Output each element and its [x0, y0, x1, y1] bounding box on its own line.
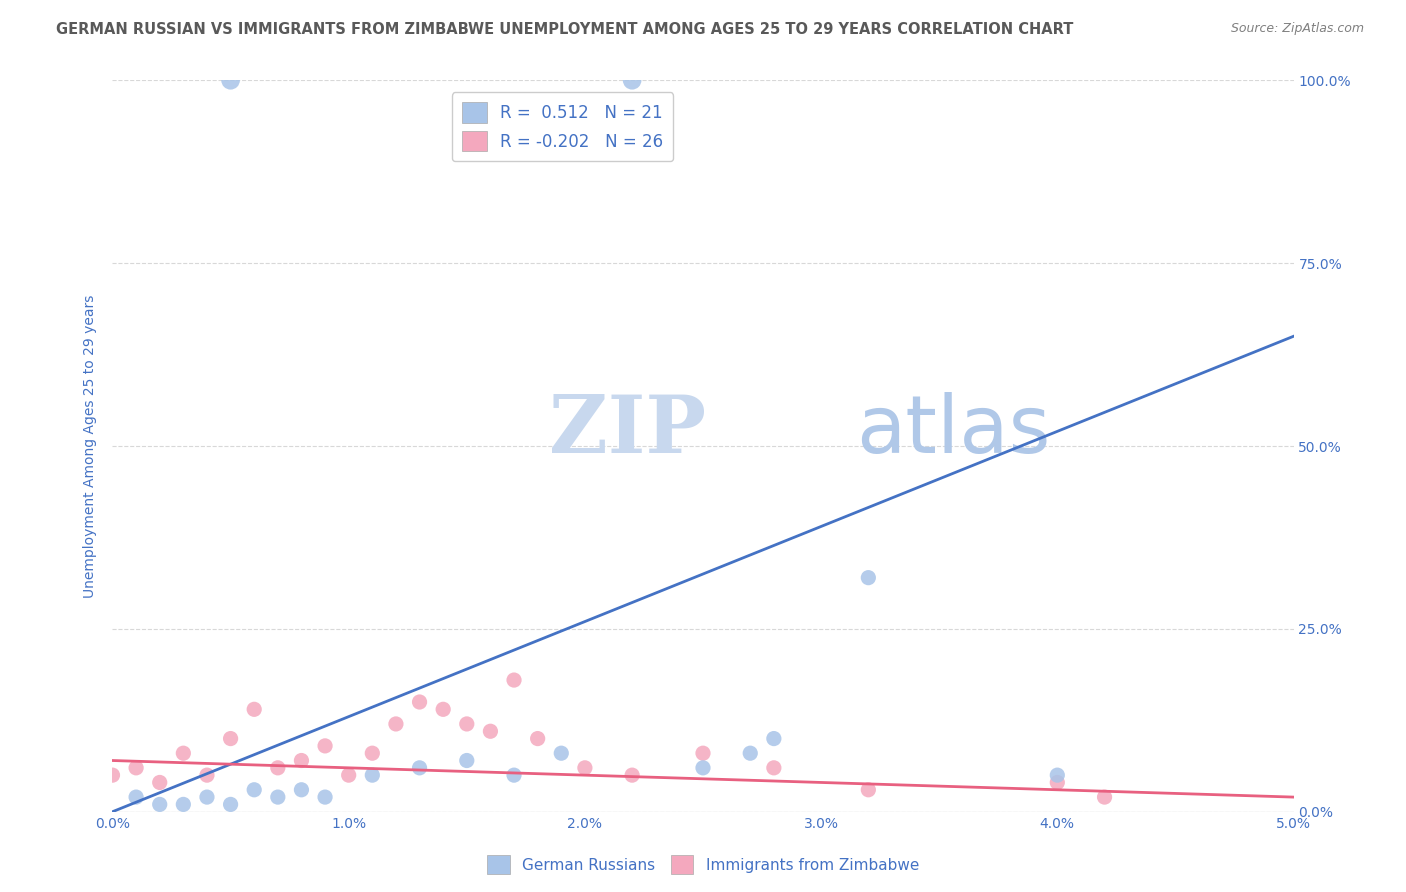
Point	[858, 782, 880, 797]
Point	[361, 746, 384, 760]
Point	[149, 775, 172, 789]
Point	[574, 761, 596, 775]
Point	[432, 702, 454, 716]
Point	[503, 673, 526, 687]
Point	[503, 768, 526, 782]
Point	[149, 797, 172, 812]
Point	[692, 746, 714, 760]
Point	[762, 731, 785, 746]
Point	[1094, 790, 1116, 805]
Point	[858, 571, 880, 585]
Point	[172, 746, 194, 760]
Text: GERMAN RUSSIAN VS IMMIGRANTS FROM ZIMBABWE UNEMPLOYMENT AMONG AGES 25 TO 29 YEAR: GERMAN RUSSIAN VS IMMIGRANTS FROM ZIMBAB…	[56, 22, 1074, 37]
Point	[125, 761, 148, 775]
Point	[219, 797, 242, 812]
Point	[1046, 775, 1069, 789]
Text: ZIP: ZIP	[550, 392, 706, 470]
Point	[621, 73, 644, 87]
Point	[267, 761, 290, 775]
Point	[172, 797, 194, 812]
Point	[219, 73, 242, 87]
Point	[195, 768, 218, 782]
Point	[456, 717, 478, 731]
Point	[314, 790, 336, 805]
Point	[408, 695, 430, 709]
Point	[243, 782, 266, 797]
Point	[762, 761, 785, 775]
Text: Source: ZipAtlas.com: Source: ZipAtlas.com	[1230, 22, 1364, 36]
Point	[101, 768, 124, 782]
Point	[290, 754, 312, 768]
Point	[740, 746, 762, 760]
Point	[692, 761, 714, 775]
Point	[550, 746, 572, 760]
Point	[408, 761, 430, 775]
Y-axis label: Unemployment Among Ages 25 to 29 years: Unemployment Among Ages 25 to 29 years	[83, 294, 97, 598]
Point	[195, 790, 218, 805]
Point	[337, 768, 360, 782]
Point	[219, 731, 242, 746]
Text: atlas: atlas	[856, 392, 1050, 470]
Point	[385, 717, 408, 731]
Point	[290, 782, 312, 797]
Point	[243, 702, 266, 716]
Point	[1046, 768, 1069, 782]
Point	[267, 790, 290, 805]
Point	[314, 739, 336, 753]
Legend: R =  0.512   N = 21, R = -0.202   N = 26: R = 0.512 N = 21, R = -0.202 N = 26	[451, 92, 673, 161]
Point	[526, 731, 548, 746]
Point	[361, 768, 384, 782]
Point	[125, 790, 148, 805]
Point	[479, 724, 502, 739]
Point	[621, 768, 644, 782]
Point	[456, 754, 478, 768]
Legend: German Russians, Immigrants from Zimbabwe: German Russians, Immigrants from Zimbabw…	[481, 849, 925, 880]
